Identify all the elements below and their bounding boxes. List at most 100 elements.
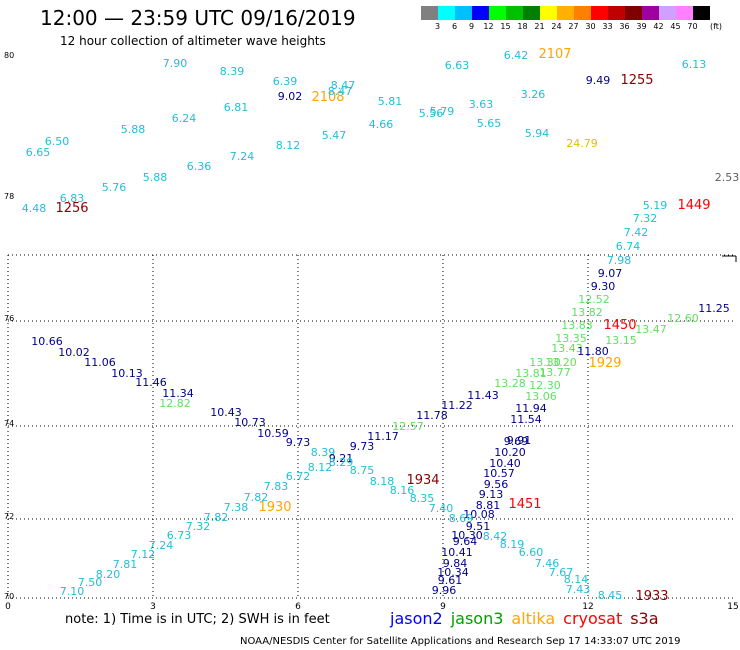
wave-height-label: 7.40	[429, 502, 454, 515]
wave-height-label: 8.29	[329, 456, 354, 469]
wave-height-label: 6.65	[26, 146, 51, 159]
color-swatch	[642, 6, 659, 20]
wave-height-label: 6.83	[60, 192, 85, 205]
wave-height-label: 13.82	[571, 306, 603, 319]
wave-height-label: 5.88	[121, 123, 146, 136]
wave-height-label: 9.91	[507, 434, 532, 447]
wave-height-label: 11.25	[698, 302, 730, 315]
wave-height-label: 9.02	[278, 90, 303, 103]
wave-height-label: 13.81	[515, 367, 547, 380]
wave-height-label: 7.50	[78, 576, 103, 589]
wave-height-label: 6.73	[167, 529, 192, 542]
color-scale-label: 45	[670, 22, 681, 31]
wave-height-label: 1934	[406, 473, 439, 488]
wave-height-label: 9.96	[432, 584, 457, 597]
wave-height-label: 24.79	[566, 137, 598, 150]
color-swatch	[659, 6, 676, 20]
wave-height-label: 8.45	[598, 589, 623, 602]
wave-height-label: 8.20	[96, 568, 121, 581]
wave-height-label: 6.13	[682, 58, 707, 71]
wave-height-label: 8.47	[328, 85, 353, 98]
color-swatch	[693, 6, 710, 20]
wave-height-label: 7.43	[566, 583, 591, 596]
wave-height-label: 9.56	[484, 478, 509, 491]
color-swatch	[472, 6, 489, 20]
color-swatch	[625, 6, 642, 20]
wave-height-label: 6.63	[445, 59, 470, 72]
wave-height-label: 5.65	[477, 117, 502, 130]
wave-height-label: 13.06	[525, 390, 557, 403]
wave-height-label: 9.61	[438, 574, 463, 587]
satellite-legend-item: cryosat	[563, 609, 623, 628]
wave-height-label: 7.24	[230, 150, 255, 163]
wave-height-label: 10.30	[451, 529, 483, 542]
wave-height-label: 8.39	[220, 65, 245, 78]
wave-height-label: 7.46	[535, 557, 560, 570]
color-swatch	[489, 6, 506, 20]
wave-height-label: 6.72	[286, 470, 311, 483]
color-scale-label: 33	[602, 22, 613, 31]
wave-height-label: 3.26	[521, 88, 546, 101]
page-title: 12:00 — 23:59 UTC 09/16/2019	[40, 6, 356, 30]
color-scale-label: 70	[687, 22, 698, 31]
color-swatch	[523, 6, 540, 20]
y-tick-label: 78	[4, 192, 14, 201]
wave-height-label: 9.49	[586, 74, 611, 87]
color-swatch	[506, 6, 523, 20]
wave-height-label: 1451	[508, 497, 541, 512]
y-tick-label: 72	[4, 512, 14, 521]
wave-height-label: 5.56	[419, 107, 444, 120]
wave-height-label: 12.82	[159, 397, 191, 410]
wave-height-label: 11.34	[162, 387, 194, 400]
wave-height-label: 10.02	[58, 346, 90, 359]
wave-height-label: 1450	[603, 318, 636, 333]
color-swatch	[574, 6, 591, 20]
wave-height-label: 10.40	[489, 457, 521, 470]
color-swatch	[455, 6, 472, 20]
wave-height-label: 11.78	[416, 409, 448, 422]
wave-height-label: 6.39	[273, 75, 298, 88]
wave-height-label: 7.38	[224, 501, 249, 514]
wave-height-label: 12.52	[578, 293, 610, 306]
wave-height-label: 13.35	[555, 332, 587, 345]
wave-height-label: 10.41	[441, 546, 473, 559]
wave-height-label: 11.06	[84, 356, 116, 369]
wave-height-label: 7.24	[149, 539, 174, 552]
wave-height-label: 9.51	[466, 520, 491, 533]
wave-height-label: 10.73	[234, 416, 266, 429]
satellite-legend: jason2 jason3 altika cryosat s3a	[390, 609, 667, 628]
wave-height-label: 12.30	[529, 379, 561, 392]
wave-height-label: 13.83	[561, 319, 593, 332]
color-scale-label: 42	[653, 22, 664, 31]
satellite-legend-item: altika	[511, 609, 556, 628]
y-tick-label: 80	[4, 51, 14, 60]
color-scale-label: 30	[585, 22, 596, 31]
color-swatch	[421, 6, 438, 20]
wave-height-label: 10.43	[210, 406, 242, 419]
wave-height-label: 9.30	[591, 280, 616, 293]
wave-height-label: 2108	[311, 90, 344, 105]
wave-height-label: 9.69	[504, 435, 529, 448]
wave-height-label: 5.79	[430, 105, 455, 118]
wave-height-label: 12.60	[667, 312, 699, 325]
wave-height-label: 4.48	[22, 202, 47, 215]
wave-height-label: 7.90	[163, 57, 188, 70]
wave-height-label: 2.53	[715, 171, 740, 184]
wave-height-label: 8.75	[350, 464, 375, 477]
wave-height-label: 7.82	[204, 511, 229, 524]
y-tick-label: 76	[4, 314, 14, 323]
wave-height-label: 5.76	[102, 181, 127, 194]
wave-height-label: 9.73	[286, 436, 311, 449]
wave-height-label: 10.08	[463, 508, 495, 521]
wave-height-label: 8.81	[476, 499, 501, 512]
wave-height-label: 1256	[55, 201, 88, 216]
credit-line: NOAA/NESDIS Center for Satellite Applica…	[240, 636, 681, 647]
wave-height-label: 7.42	[624, 226, 649, 239]
axis-ticks: 0 3 6 9 12 15 70 72 74 76 78 80	[4, 51, 739, 612]
wave-height-label: 7.12	[131, 548, 156, 561]
color-swatch	[540, 6, 557, 20]
wave-height-label: 7.32	[186, 520, 211, 533]
wave-height-label: 7.98	[607, 254, 632, 267]
